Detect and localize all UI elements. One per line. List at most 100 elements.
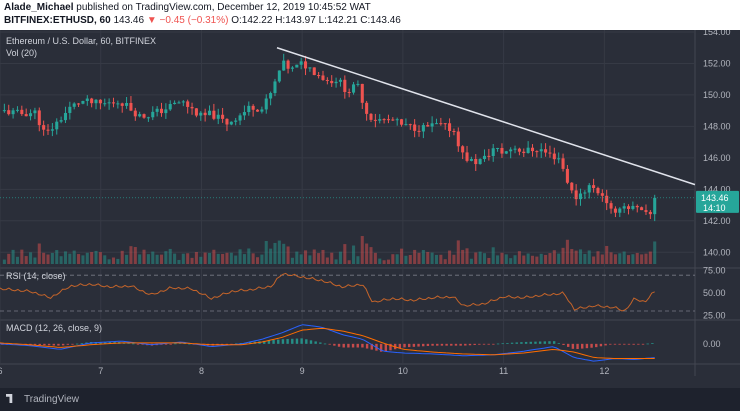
macd-histogram-bar [361,343,364,348]
volume-bar [59,256,63,264]
volume-bar [20,249,24,264]
candle [347,92,351,94]
candle [312,67,316,76]
candle [264,98,268,110]
macd-tick-label: 0.00 [703,339,721,349]
candle [85,98,89,101]
candle [42,125,46,130]
candle [159,108,164,114]
rsi-tick-label: 75.00 [703,266,726,276]
volume-bar [561,247,565,264]
tradingview-logo[interactable]: TradingView [6,394,79,405]
volume-bar [400,248,404,264]
candle [404,124,408,126]
candle [513,148,517,150]
candle [125,102,129,106]
candle [631,205,635,209]
volume-bar [199,256,203,264]
volume-bar [221,253,225,264]
volume-bar [295,251,299,264]
volume-bar [29,252,33,264]
macd-histogram-bar [562,343,565,345]
candle [613,208,617,213]
rsi-tick-label: 25.00 [703,311,726,321]
candle [29,113,33,117]
rsi-line [0,272,655,312]
volume-bar [334,259,338,264]
candle [596,188,600,194]
macd-histogram-bar [515,342,518,344]
macd-histogram-bar [576,343,579,350]
macd-histogram-bar [389,343,392,351]
x-tick-label: 9 [300,366,305,376]
macd-histogram-bar [492,343,495,345]
volume-bar [216,253,220,264]
volume-bar [68,253,72,264]
candle [408,124,412,126]
candle [221,114,225,119]
volume-bar [321,249,325,264]
volume-bar [173,253,177,264]
volume-bar [146,254,150,264]
volume-bar [626,255,631,264]
rsi-tick-label: 50.00 [703,288,726,298]
volume-bar [177,259,181,264]
volume-bar [181,253,185,264]
macd-histogram-bar [436,343,439,346]
volume-bar [238,249,242,264]
symbol-ohlc-line: BITFINEX:ETHUSD, 60 143.46 ▼ −0.45 (−0.3… [4,15,401,26]
candle [229,121,233,125]
volume-bar [94,250,98,264]
candle [181,101,185,103]
ohlc-low: L:142.21 [318,15,358,26]
volume-bar [413,249,417,264]
volume-bar [352,245,356,264]
candle [111,102,116,104]
candle [548,152,552,154]
volume-bar [229,252,233,264]
candle [443,123,447,125]
candle [325,79,329,81]
candle [242,112,246,116]
macd-histogram-bar [468,343,472,346]
volume-bar [360,236,364,264]
candle [517,148,521,152]
macd-histogram-bar [230,343,233,345]
candle [456,131,460,147]
macd-histogram-bar [398,343,402,349]
candle [522,151,526,154]
volume-bar [365,243,369,264]
candle [98,99,102,104]
candle [155,108,159,112]
footer-bar: TradingView [0,388,740,411]
author-name[interactable]: Alade_Michael [4,2,74,13]
volume-bar [474,252,478,264]
price-badge [696,190,739,213]
candle [282,60,286,71]
volume-bar [90,252,94,264]
chart-area[interactable]: 6 7 8 9 10 11 12 154.00 152.00 150.00 148.00 146.00… [0,30,740,388]
volume-bar [133,247,137,264]
macd-histogram-bar [85,342,88,344]
volume-bar [609,252,613,264]
macd-histogram-bar [263,340,266,344]
macd-histogram-bar [585,343,589,349]
volume-bar [434,254,439,264]
candle [626,206,631,209]
volume-bar [234,255,238,264]
volume-bar [592,256,596,264]
price-chart-svg[interactable]: 6 7 8 9 10 11 12 154.00 152.00 150.00 148.00 146.00… [0,30,740,388]
volume-bar [382,260,386,264]
macd-histogram-bar [75,343,79,345]
macd-histogram-bar [478,343,481,345]
candle [273,81,277,94]
volume-bar [618,253,622,264]
macd-histogram-bar [57,343,60,346]
macd-histogram-bar [487,343,490,345]
countdown-badge: 14:10 [703,203,726,213]
candle [365,102,369,114]
candle [168,104,172,110]
macd-histogram-bar [309,340,313,344]
volume-bar [120,250,124,264]
candle [373,119,377,121]
